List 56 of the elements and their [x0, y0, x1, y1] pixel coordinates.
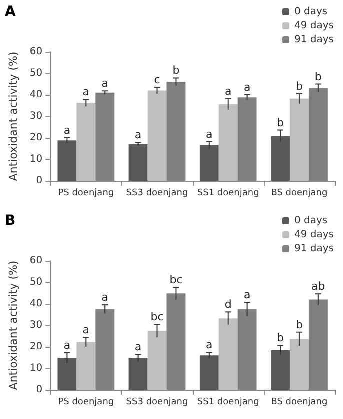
legend-label: 91 days — [294, 244, 334, 254]
data-label: c — [154, 73, 160, 86]
x-tick-label: PS doenjang — [58, 188, 114, 198]
y-tick-label: 50 — [30, 277, 43, 288]
y-tick-label: 0 — [36, 176, 43, 186]
data-label: a — [206, 338, 213, 352]
data-label: a — [64, 339, 71, 352]
data-label: a — [134, 128, 142, 142]
y-tick-label: 0 — [36, 384, 43, 396]
chart-title: A — [5, 4, 16, 20]
data-label: a — [134, 340, 142, 354]
y-tick-label: 20 — [30, 342, 43, 352]
x-tick-label: BS doenjang — [271, 188, 328, 198]
data-label: b — [277, 332, 284, 345]
x-tick-label: SS3 doenjang — [126, 188, 188, 198]
data-label: a — [82, 324, 90, 337]
data-label: a — [64, 124, 71, 137]
data-label: b — [296, 318, 303, 332]
y-tick-label: 10 — [30, 363, 43, 374]
legend-label: 0 days — [294, 216, 328, 226]
x-tick-label: SS1 doenjang — [197, 188, 260, 198]
legend-label: 0 days — [294, 6, 328, 18]
y-tick-label: 60 — [30, 256, 43, 266]
data-label: a — [244, 81, 251, 94]
data-label: a — [244, 288, 251, 302]
y-tick-label: 10 — [30, 154, 43, 165]
legend-label: 49 days — [294, 20, 334, 32]
y-tick-label: 60 — [30, 46, 43, 58]
y-tick-label: 30 — [30, 111, 43, 122]
legend-label: 49 days — [294, 230, 334, 240]
y-axis-title: Antioxidant activity (%) — [7, 52, 20, 182]
x-tick-label: PS doenjang — [58, 398, 114, 408]
data-label: a — [224, 84, 232, 98]
y-tick-label: 40 — [30, 298, 43, 310]
y-tick-label: 30 — [30, 320, 43, 331]
x-tick-label: BS doenjang — [271, 398, 328, 408]
y-tick-label: 20 — [30, 132, 43, 144]
data-label: bc — [150, 310, 164, 324]
chart-title: B — [5, 213, 16, 229]
data-label: b — [172, 64, 180, 78]
data-label: a — [102, 77, 109, 90]
data-label: bc — [170, 274, 183, 287]
legend-label: 91 days — [294, 34, 334, 46]
data-label: a — [82, 86, 90, 99]
data-label: b — [277, 116, 284, 130]
data-label: b — [314, 70, 322, 84]
x-tick-label: SS3 doenjang — [126, 398, 188, 408]
data-label: b — [296, 80, 303, 93]
data-label: a — [206, 128, 213, 141]
data-label: d — [224, 298, 232, 312]
y-tick-label: 40 — [30, 90, 43, 100]
x-tick-label: SS1 doenjang — [197, 398, 260, 408]
y-tick-label: 50 — [30, 68, 43, 79]
data-label: a — [102, 291, 109, 304]
y-axis-title: Antioxidant activity (%) — [7, 260, 20, 390]
data-label: ab — [312, 280, 326, 294]
